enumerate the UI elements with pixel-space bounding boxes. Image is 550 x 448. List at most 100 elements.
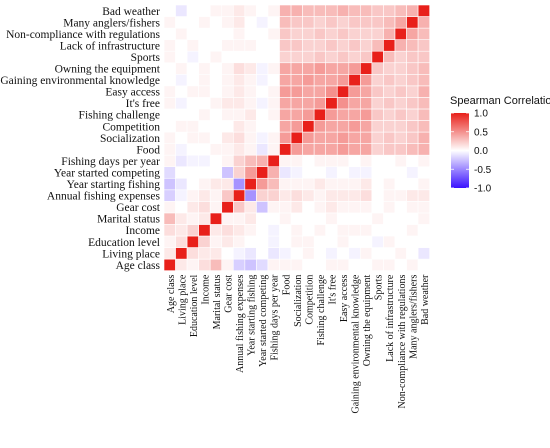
heatmap-cell <box>383 16 396 29</box>
heatmap-cell <box>209 143 223 156</box>
heatmap-cell <box>417 235 430 248</box>
heatmap-cell <box>302 177 315 191</box>
heatmap-cell <box>313 27 326 40</box>
heatmap-cell <box>313 258 326 271</box>
heatmap-cell <box>267 143 280 156</box>
heatmap-cell <box>198 143 211 156</box>
heatmap-cell <box>198 85 211 98</box>
y-tick-label: It's free <box>126 98 160 110</box>
heatmap-cell <box>209 97 223 110</box>
heatmap-cell <box>279 154 292 167</box>
heatmap-cell <box>325 16 338 29</box>
heatmap-cell <box>256 50 269 64</box>
x-tick-label: Age class <box>166 275 177 314</box>
heatmap-cell <box>394 97 407 110</box>
heatmap-cell <box>383 247 396 260</box>
heatmap-cell <box>336 235 350 248</box>
heatmap-cell <box>406 247 419 260</box>
heatmap-cell <box>175 108 188 121</box>
heatmap-cell <box>209 4 223 17</box>
heatmap-cell <box>313 247 326 260</box>
heatmap-cell <box>394 27 407 40</box>
heatmap-cell <box>371 235 384 248</box>
heatmap-cell <box>313 120 326 133</box>
heatmap-cell <box>406 27 419 40</box>
heatmap-cell <box>163 131 176 144</box>
heatmap-cell <box>290 85 303 98</box>
heatmap-cell <box>360 201 373 214</box>
heatmap-cell <box>313 131 326 144</box>
heatmap-cell <box>325 85 338 98</box>
heatmap-cell <box>198 131 211 144</box>
heatmap-cell <box>348 74 361 87</box>
heatmap-cell <box>267 154 280 167</box>
heatmap-cell <box>406 154 419 167</box>
heatmap-cell <box>302 108 315 121</box>
heatmap-cell <box>163 27 176 40</box>
heatmap-cell <box>256 224 269 237</box>
heatmap-cell <box>290 154 303 167</box>
heatmap-cell <box>360 39 373 52</box>
x-tick-label: Year started competing <box>258 275 269 367</box>
heatmap-cell <box>233 4 246 17</box>
heatmap-cell <box>360 258 373 271</box>
heatmap-cell <box>313 85 326 98</box>
heatmap-cell <box>383 224 396 237</box>
heatmap-cell <box>406 50 419 64</box>
legend-tick-label: 0.0 <box>474 146 488 157</box>
heatmap-cell <box>267 74 280 87</box>
heatmap-cell <box>336 16 350 29</box>
heatmap-cell <box>256 247 269 260</box>
y-tick-label: Non-compliance with regulations <box>6 29 160 41</box>
heatmap-cell <box>313 4 326 17</box>
x-tick-label: It's free <box>327 274 338 304</box>
heatmap-cell <box>244 97 257 110</box>
heatmap-cell <box>198 27 211 40</box>
heatmap-cell <box>267 201 280 214</box>
heatmap-cells <box>163 4 430 271</box>
x-tick-label: Non-compliance with regulations <box>397 275 408 409</box>
heatmap-cell <box>186 235 199 248</box>
heatmap-cell <box>209 16 223 29</box>
legend-tick-label: 1.0 <box>474 109 488 120</box>
heatmap-cell <box>348 85 361 98</box>
heatmap-cell <box>394 166 407 179</box>
heatmap-cell <box>360 108 373 121</box>
heatmap-cell <box>279 189 292 202</box>
heatmap-cell <box>267 177 280 191</box>
heatmap-cell <box>233 131 246 144</box>
heatmap-cell <box>163 166 176 179</box>
heatmap-cell <box>383 201 396 214</box>
heatmap-cell <box>279 16 292 29</box>
heatmap-cell <box>336 120 350 133</box>
heatmap-cell <box>394 177 407 191</box>
heatmap-cell <box>360 120 373 133</box>
heatmap-cell <box>209 85 223 98</box>
heatmap-cell <box>302 224 315 237</box>
x-tick-label: Fishing challenge <box>316 274 327 345</box>
heatmap-cell <box>290 74 303 87</box>
heatmap-cell <box>267 27 280 40</box>
heatmap-cell <box>406 39 419 52</box>
heatmap-cell <box>383 235 396 248</box>
heatmap-cell <box>209 120 223 133</box>
heatmap-cell <box>302 212 315 225</box>
heatmap-cell <box>267 247 280 260</box>
heatmap-cell <box>383 177 396 191</box>
x-tick-label: Year starting fishing <box>247 275 258 356</box>
heatmap-cell <box>209 189 223 202</box>
heatmap-cell <box>348 62 361 75</box>
heatmap-cell <box>371 74 384 87</box>
heatmap-cell <box>163 212 176 225</box>
heatmap-cell <box>163 50 176 64</box>
heatmap-cell <box>360 27 373 40</box>
heatmap-cell <box>221 85 234 98</box>
heatmap-cell <box>209 235 223 248</box>
heatmap-cell <box>279 258 292 271</box>
heatmap-cell <box>394 85 407 98</box>
heatmap-cell <box>267 108 280 121</box>
heatmap-cell <box>279 50 292 64</box>
heatmap-cell <box>233 74 246 87</box>
heatmap-cell <box>290 224 303 237</box>
heatmap-cell <box>417 166 430 179</box>
